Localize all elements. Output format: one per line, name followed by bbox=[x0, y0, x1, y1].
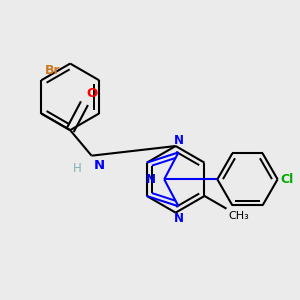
Text: CH₃: CH₃ bbox=[229, 211, 250, 221]
Text: N: N bbox=[94, 159, 105, 172]
Text: N: N bbox=[173, 134, 184, 147]
Text: Cl: Cl bbox=[281, 173, 294, 186]
Text: Br: Br bbox=[45, 64, 61, 77]
Text: N: N bbox=[146, 173, 156, 186]
Text: H: H bbox=[73, 162, 82, 175]
Text: O: O bbox=[86, 87, 97, 100]
Text: N: N bbox=[173, 212, 184, 225]
